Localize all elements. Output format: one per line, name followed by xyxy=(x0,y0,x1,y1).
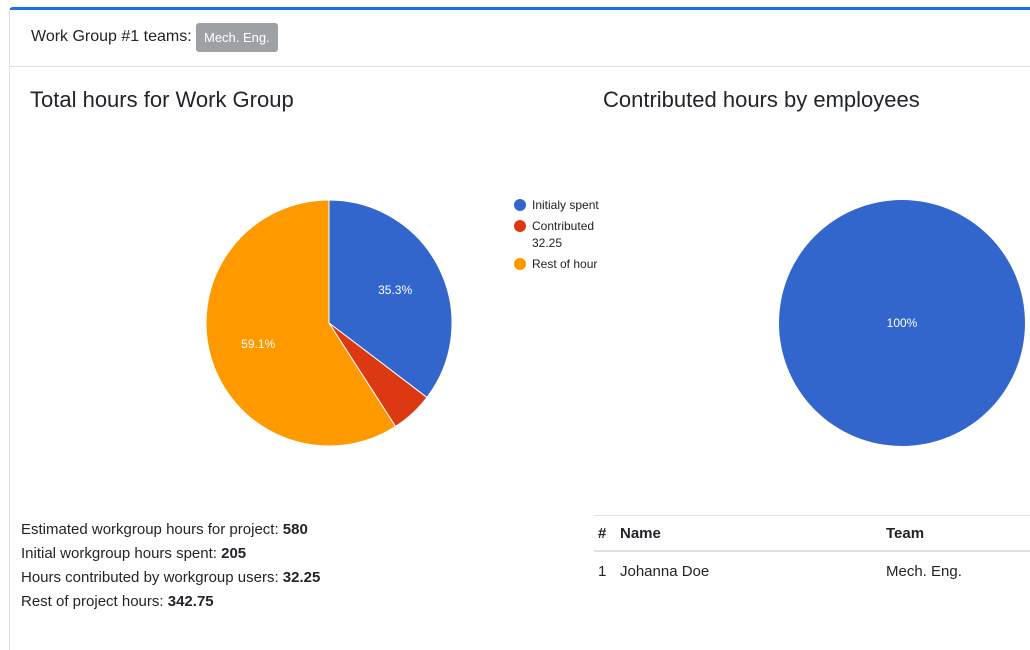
row-team: Mech. Eng. xyxy=(886,562,962,580)
legend-label-1-1: 32.25 xyxy=(532,236,562,250)
employee-hours-pct-label-0: 100% xyxy=(887,316,918,330)
total-hours-title: Total hours for Work Group xyxy=(30,87,294,112)
team-badge[interactable]: Mech. Eng. xyxy=(196,23,278,52)
col-team: Team xyxy=(882,515,1030,552)
total-hours-pct-label-2: 59.1% xyxy=(241,337,275,351)
legend-marker-1 xyxy=(514,220,526,232)
col-name: Name xyxy=(616,515,882,552)
employee-hours-slice-0[interactable] xyxy=(779,200,1025,446)
legend-marker-0 xyxy=(514,199,526,211)
col-num: # xyxy=(594,515,616,552)
stat-contributed: Hours contributed by workgroup users: 32… xyxy=(21,569,321,586)
table-header-row: # Name Team xyxy=(594,515,1030,552)
employees-table: # Name Team 1 Johanna Doe Mech. Eng. xyxy=(594,515,1030,590)
total-hours-pct-label-0: 35.3% xyxy=(378,283,412,297)
legend-marker-2 xyxy=(514,258,526,270)
table-row: 1 Johanna Doe Mech. Eng. xyxy=(594,551,1030,590)
legend-label-2-0: Rest of hour xyxy=(532,257,597,271)
employee-hours-pie-chart: 100% xyxy=(779,200,1025,446)
hours-summary: Estimated workgroup hours for project: 5… xyxy=(21,518,320,614)
total-hours-slice-2[interactable] xyxy=(205,199,397,447)
stat-estimated: Estimated workgroup hours for project: 5… xyxy=(21,521,308,538)
stat-rest: Rest of project hours: 342.75 xyxy=(21,593,214,610)
row-num: 1 xyxy=(598,562,607,580)
total-hours-pie-chart: 35.3% 59.1% Initialy spent Contributed 32.25… xyxy=(205,198,599,447)
card-header: Work Group #1 teams: Mech. Eng. xyxy=(10,10,1030,67)
teams-label: Work Group #1 teams: xyxy=(31,28,192,45)
row-name: Johanna Doe xyxy=(620,562,710,580)
stat-initial: Initial workgroup hours spent: 205 xyxy=(21,545,247,562)
legend-label-1-0: Contributed xyxy=(532,219,594,233)
contributed-hours-title: Contributed hours by employees xyxy=(603,87,920,112)
total-hours-slice-0[interactable] xyxy=(328,199,453,399)
legend-label-0-0: Initialy spent xyxy=(532,198,599,212)
